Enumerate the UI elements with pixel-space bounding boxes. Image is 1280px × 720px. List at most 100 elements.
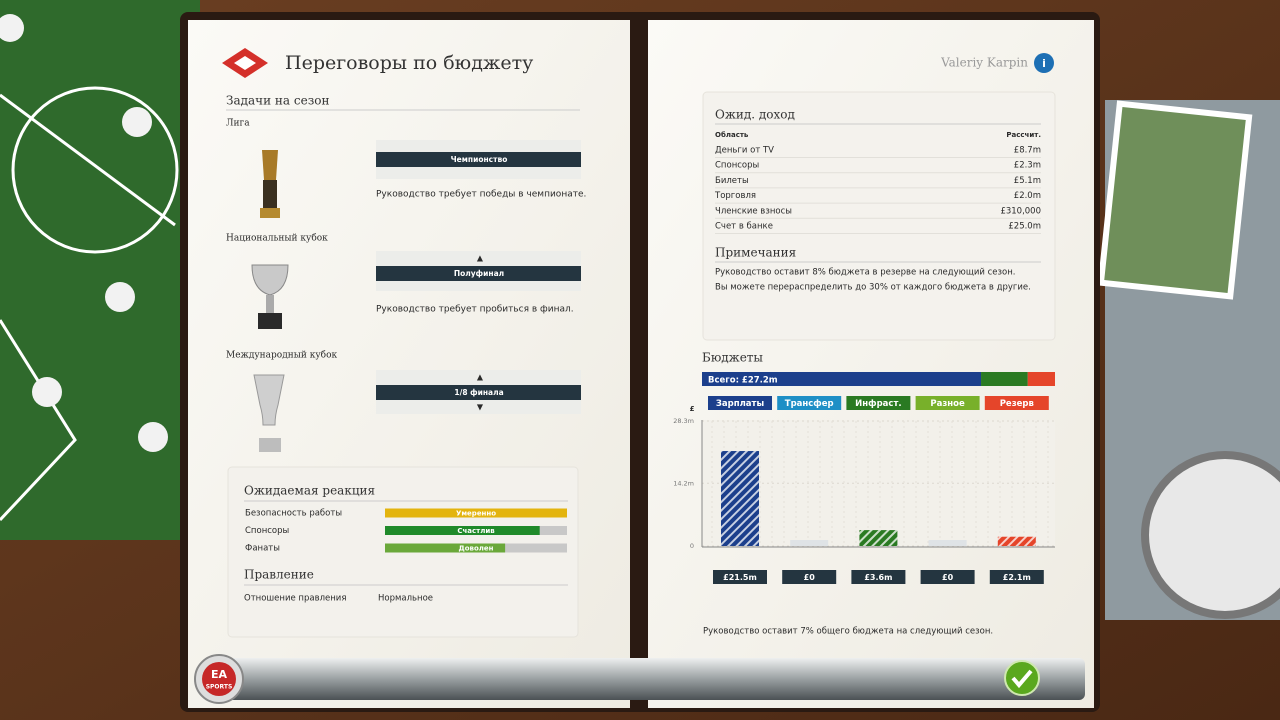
trophy-body	[263, 180, 277, 210]
selector-band	[376, 400, 581, 414]
income-value: £310,000	[1000, 206, 1041, 216]
y-tick-label: 28.3m	[673, 417, 694, 425]
magnet	[105, 282, 135, 312]
value-box[interactable]	[713, 570, 767, 584]
reaction-status: Счастлив	[457, 527, 495, 535]
total-label: Всего: £27.2m	[708, 376, 778, 386]
magnet	[122, 107, 152, 137]
reaction-status: Умеренно	[456, 510, 496, 518]
value-label: £2.1m	[1003, 573, 1031, 582]
reaction-label: Фанаты	[245, 544, 280, 554]
income-area: Торговля	[714, 191, 756, 201]
board-value: Нормальное	[378, 594, 433, 604]
goal-note: Руководство требует победы в чемпионате.	[376, 190, 586, 200]
logo-center	[234, 56, 256, 70]
manager-name: Valeriy Karpin	[940, 56, 1028, 70]
section-title: Бюджеты	[702, 351, 763, 365]
trophy-base	[259, 438, 281, 452]
selector-band	[376, 251, 581, 266]
trophy-base	[260, 208, 280, 218]
selector-band	[376, 370, 581, 385]
reaction-label: Спонсоры	[245, 526, 289, 536]
section-title: Примечания	[715, 246, 796, 260]
total-segment	[981, 372, 1028, 386]
note-line: Вы можете перераспределить до 30% от каж…	[715, 283, 1031, 293]
section-title: Ожид. доход	[715, 108, 795, 122]
reaction-status: Доволен	[459, 545, 494, 553]
arrow-up[interactable]: ▲	[477, 373, 484, 382]
confirm-button[interactable]	[1004, 660, 1040, 696]
total-segment	[1027, 372, 1055, 386]
note-line: Руководство оставит 8% бюджета в резерве…	[715, 268, 1015, 278]
pitch-line	[0, 93, 176, 227]
legend-tab[interactable]	[846, 396, 911, 410]
legend-tab[interactable]	[984, 396, 1049, 410]
value-label: £0	[942, 573, 954, 582]
legend-label: Инфраст.	[855, 399, 901, 409]
total-segment	[702, 372, 982, 386]
selector-value: 1/8 финала	[454, 388, 503, 397]
bar	[997, 536, 1036, 546]
selector-band	[376, 281, 581, 291]
pitch-lines	[0, 86, 179, 522]
value-label: £3.6m	[864, 573, 892, 582]
selector-value: Полуфинал	[454, 269, 504, 278]
selector[interactable]	[376, 385, 581, 400]
income-rows: Деньги от TV £8.7m Спонсоры £2.3m Билеты £5.1…	[714, 146, 1041, 234]
trophy-cup	[251, 264, 289, 296]
arrow-up[interactable]: ▲	[477, 254, 484, 263]
income-area: Спонсоры	[715, 161, 759, 171]
board-label: Отношение правления	[244, 594, 346, 604]
value-box[interactable]	[851, 570, 906, 584]
value-box[interactable]	[782, 570, 837, 584]
bottom-bar	[205, 658, 1085, 700]
selector[interactable]	[376, 266, 581, 281]
legend-label: Резерв	[1000, 399, 1034, 409]
trophy-cup-national	[251, 264, 289, 329]
legend-tab[interactable]	[708, 396, 772, 410]
y-tick-label: 14.2m	[673, 479, 694, 487]
goal-label: Лига	[226, 119, 250, 129]
value-box[interactable]	[989, 570, 1044, 584]
arrow-down[interactable]: ▼	[477, 403, 484, 412]
info-icon: i	[1042, 57, 1046, 70]
legend-label: Трансфер	[785, 399, 834, 409]
reaction-fill	[385, 543, 506, 553]
income-value: £8.7m	[1014, 146, 1041, 156]
income-area: Деньги от TV	[715, 146, 774, 156]
value-label: £0	[804, 573, 816, 582]
y-tick-label: 0	[690, 542, 694, 550]
reaction-fill	[385, 526, 540, 535]
selector-band	[376, 140, 581, 152]
income-value: £5.1m	[1014, 176, 1041, 186]
legend-tab[interactable]	[915, 396, 980, 410]
trophy-stem	[266, 295, 274, 313]
pitch-board	[0, 0, 200, 540]
ea-logo-inner	[202, 662, 236, 696]
selector-value: Чемпионство	[451, 155, 508, 164]
magnet	[138, 422, 168, 452]
info-button[interactable]	[1034, 53, 1054, 73]
reaction-rows: Безопасность работы Умеренно Спонсоры Счаст…	[245, 508, 567, 554]
check-icon	[1011, 669, 1033, 689]
budget-chart: 0 14.2m 28.3m Зарплаты £21.5m Трансфер £0 Инфра…	[673, 396, 1055, 584]
trophy-base	[258, 313, 282, 329]
section-title: Задачи на сезон	[226, 94, 329, 108]
legend-label: Зарплаты	[716, 399, 764, 409]
selector-band	[376, 167, 581, 179]
magnets	[0, 14, 168, 452]
photo	[1097, 100, 1253, 300]
section-title: Ожидаемая реакция	[244, 484, 375, 498]
total-bar	[702, 372, 1055, 386]
goal-label: Национальный кубок	[226, 233, 328, 244]
value-box[interactable]	[920, 570, 975, 584]
magnet	[32, 377, 62, 407]
legend-label: Разное	[930, 399, 965, 409]
income-area: Счет в банке	[715, 222, 773, 232]
trophy-cup	[253, 374, 285, 426]
selector[interactable]	[376, 152, 581, 167]
income-area: Членские взносы	[715, 206, 792, 216]
legend-tab[interactable]	[777, 396, 842, 410]
reaction-fill	[385, 508, 567, 518]
